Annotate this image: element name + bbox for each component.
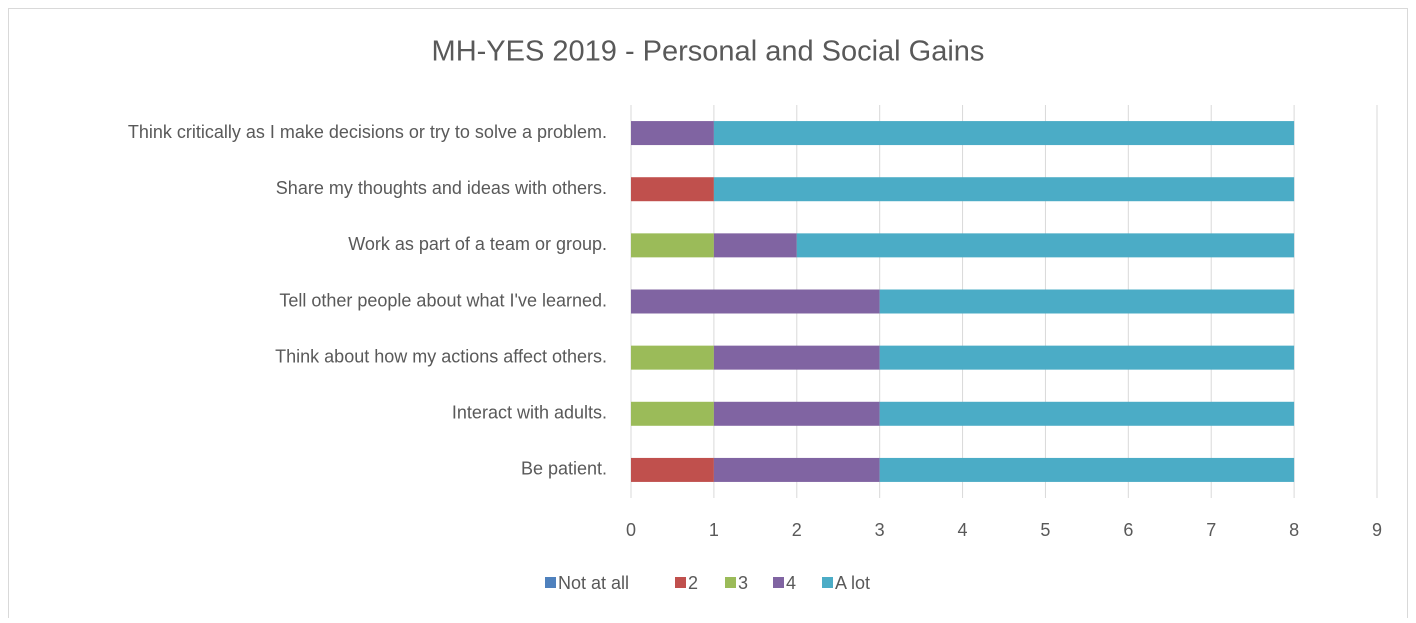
bar-segment <box>713 401 880 426</box>
y-tick-label: Work as part of a team or group. <box>348 234 607 254</box>
bar-segment <box>631 177 714 202</box>
chart-border <box>8 8 1408 623</box>
x-tick-label: 7 <box>1206 520 1216 540</box>
legend-swatch <box>675 577 686 588</box>
legend-label: A lot <box>835 573 870 593</box>
x-tick-label: 9 <box>1372 520 1382 540</box>
legend-label: 4 <box>786 573 796 593</box>
bar-segment <box>713 345 880 370</box>
bar-segment <box>713 457 880 482</box>
y-tick-label: Be patient. <box>521 459 607 479</box>
bar-segment <box>631 401 714 426</box>
legend-label: Not at all <box>558 573 629 593</box>
bar-segment <box>631 289 880 314</box>
bar-segment <box>631 233 714 258</box>
x-tick-label: 6 <box>1123 520 1133 540</box>
chart-title: MH-YES 2019 - Personal and Social Gains <box>432 36 985 68</box>
bar-segment <box>713 121 1295 146</box>
x-tick-label: 0 <box>626 520 636 540</box>
legend-swatch <box>822 577 833 588</box>
y-tick-label: Think critically as I make decisions or … <box>128 122 607 142</box>
x-tick-label: 5 <box>1040 520 1050 540</box>
bar-segment <box>879 457 1295 482</box>
bar-segment <box>796 233 1295 258</box>
x-tick-label: 2 <box>792 520 802 540</box>
x-tick-label: 8 <box>1289 520 1299 540</box>
bar-segment <box>631 345 714 370</box>
y-tick-label: Interact with adults. <box>452 403 607 423</box>
bar-segment <box>879 401 1295 426</box>
legend-swatch <box>725 577 736 588</box>
y-tick-label: Think about how my actions affect others… <box>275 346 607 366</box>
legend-label: 3 <box>738 573 748 593</box>
legend-swatch <box>545 577 556 588</box>
bar-segment <box>713 177 1295 202</box>
bar-segment <box>631 121 714 146</box>
x-tick-label: 4 <box>958 520 968 540</box>
bar-segment <box>879 289 1295 314</box>
legend-swatch <box>773 577 784 588</box>
bar-segment <box>631 457 714 482</box>
y-tick-label: Tell other people about what I've learne… <box>279 290 607 310</box>
bar-segment <box>879 345 1295 370</box>
y-tick-label: Share my thoughts and ideas with others. <box>276 178 607 198</box>
x-tick-label: 1 <box>709 520 719 540</box>
x-tick-label: 3 <box>875 520 885 540</box>
legend-label: 2 <box>688 573 698 593</box>
bar-segment <box>713 233 797 258</box>
